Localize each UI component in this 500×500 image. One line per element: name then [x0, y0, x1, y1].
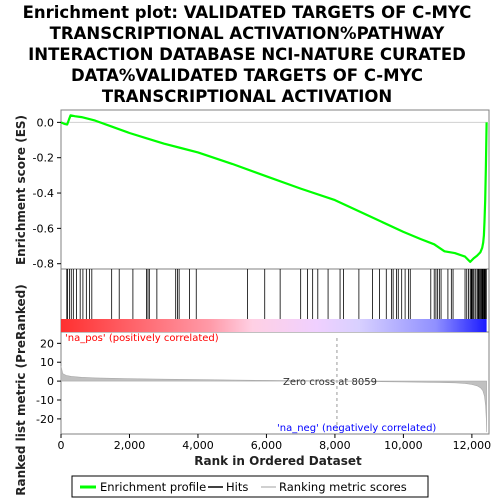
metric-tick-label: -20 [36, 413, 54, 426]
es-tick-label: 0.0 [37, 116, 55, 129]
ranking-metric-series [60, 365, 487, 433]
pos-correlated-label: 'na_pos' (positively correlated) [65, 333, 219, 344]
es-panel-frame [60, 109, 490, 270]
metric-tick-label: -10 [36, 394, 54, 407]
x-tick-label: 4,000 [182, 439, 214, 452]
es-axis-ticks: 0.0 -0.2 -0.4 -0.6 -0.8 [33, 116, 61, 271]
title-line-3: INTERACTION DATABASE NCI-NATURE CURATED [28, 45, 466, 64]
hit-marks [66, 269, 487, 319]
metric-panel-frame [60, 331, 490, 435]
rank-gradient-bar [61, 319, 487, 332]
zero-cross-label: Zero cross at 8059 [283, 377, 377, 388]
legend-profile-label: Enrichment profile [100, 480, 206, 494]
x-tick-label: 0 [58, 439, 65, 452]
es-axis-label: Enrichment score (ES) [14, 115, 28, 265]
title-line-1: Enrichment plot: VALIDATED TARGETS OF C-… [23, 3, 472, 22]
es-tick-label: -0.6 [33, 222, 54, 235]
ranking-metric-area [60, 365, 487, 433]
metric-axis-label: Ranked list metric (PreRanked) [14, 284, 28, 496]
x-axis-label: Rank in Ordered Dataset [194, 454, 362, 468]
metric-tick-label: 20 [40, 337, 54, 350]
chart-title: Enrichment plot: VALIDATED TARGETS OF C-… [23, 3, 472, 106]
enrichment-profile-series [60, 114, 488, 263]
title-line-5: TRANSCRIPTIONAL ACTIVATION [102, 87, 392, 106]
metric-axis-ticks: 20 10 0 -10 -20 [36, 337, 61, 426]
rank-gradient [61, 319, 487, 332]
x-tick-label: 6,000 [251, 439, 283, 452]
legend: Enrichment profile Hits Ranking metric s… [71, 475, 429, 498]
es-tick-label: -0.4 [33, 187, 54, 200]
es-tick-label: -0.2 [33, 152, 54, 165]
title-line-4: DATA%VALIDATED TARGETS OF C-MYC [71, 66, 423, 85]
x-tick-label: 8,000 [319, 439, 351, 452]
x-tick-label: 12,000 [453, 439, 492, 452]
es-tick-label: -0.8 [33, 258, 54, 271]
enrichment-profile-line [60, 114, 488, 263]
metric-tick-label: 10 [40, 356, 54, 369]
title-line-2: TRANSCRIPTIONAL ACTIVATION%PATHWAY [50, 24, 446, 43]
legend-hits-label: Hits [226, 480, 248, 494]
x-tick-label: 2,000 [114, 439, 146, 452]
legend-box [71, 475, 429, 498]
neg-correlated-label: 'na_neg' (negatively correlated) [277, 423, 436, 434]
metric-tick-label: 0 [47, 375, 54, 388]
legend-metric-label: Ranking metric scores [279, 480, 407, 494]
x-tick-label: 10,000 [384, 439, 423, 452]
x-axis-ticks: 0 2,000 4,000 6,000 8,000 10,000 12,000 [58, 434, 492, 452]
